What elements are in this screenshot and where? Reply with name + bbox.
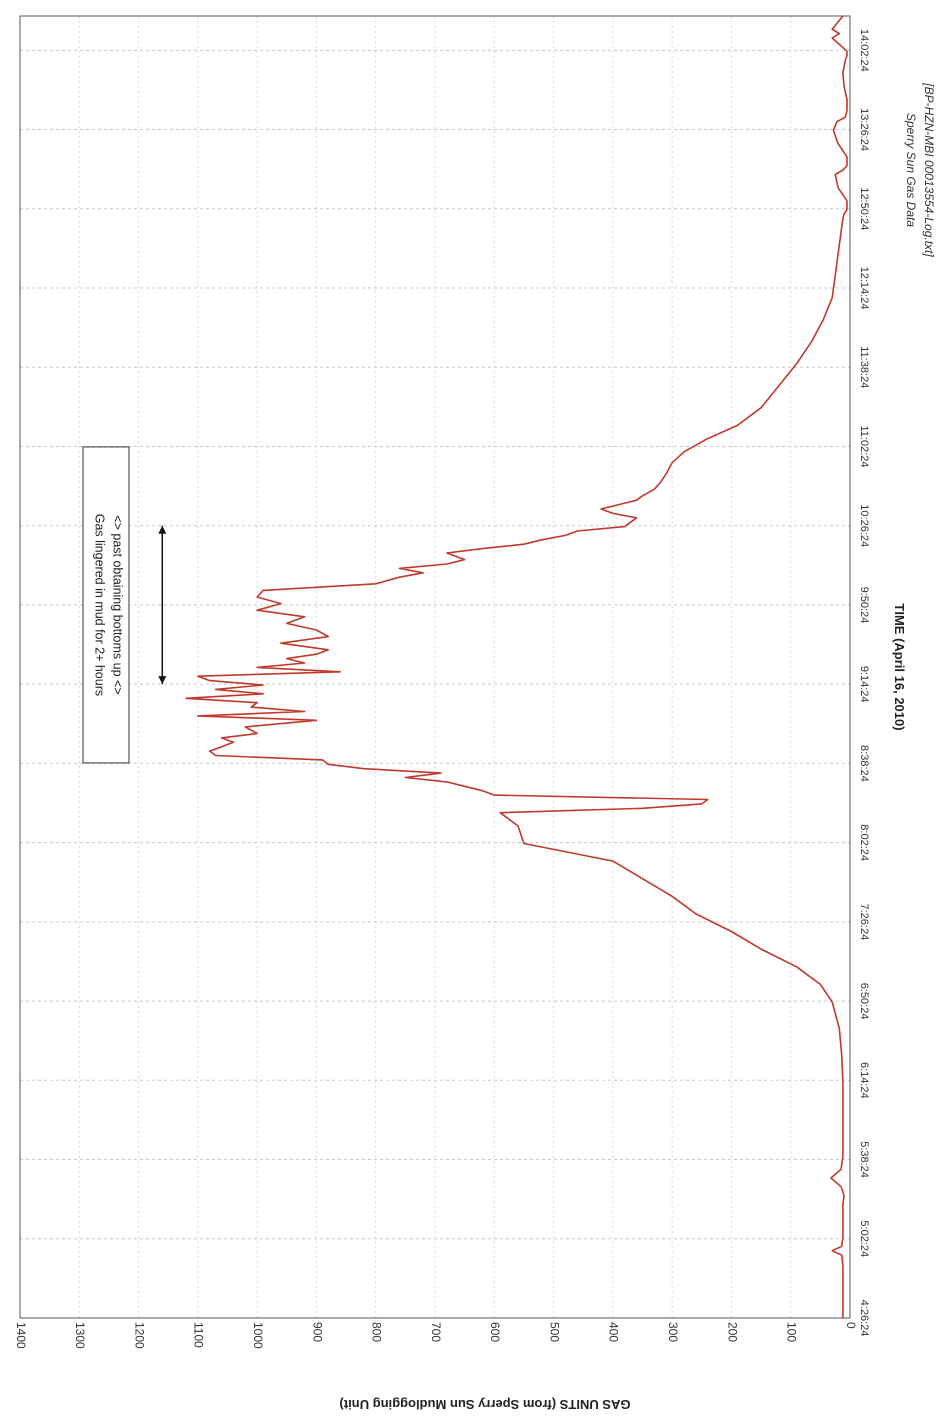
y-tick-label: 1200 xyxy=(132,1322,146,1349)
series xyxy=(185,15,848,1318)
annotation-arrowhead-top xyxy=(158,525,167,534)
x-tick-label: 9:50:24 xyxy=(858,587,870,624)
x-tick-label: 8:02:24 xyxy=(858,824,870,861)
grid xyxy=(19,16,851,1319)
x-tick-label: 12:14:24 xyxy=(858,267,870,310)
y-tick-label: 1400 xyxy=(14,1322,28,1349)
y-tick-label: 800 xyxy=(370,1322,384,1342)
y-tick-label: 600 xyxy=(488,1322,502,1342)
x-tick-label: 4:26:24 xyxy=(858,1300,870,1337)
x-tick-label: 6:50:24 xyxy=(858,983,870,1020)
y-tick-label: 500 xyxy=(547,1322,561,1342)
x-ticks: 4:26:24 5:02:24 5:38:24 6:14:24 6:50:24 7:26:… xyxy=(858,29,870,1336)
y-tick-label: 900 xyxy=(310,1322,324,1342)
x-tick-label: 5:02:24 xyxy=(858,1220,870,1257)
x-tick-label: 6:14:24 xyxy=(858,1062,870,1099)
y-tick-label: 400 xyxy=(607,1322,621,1342)
x-axis-label: TIME (April 16, 2010) xyxy=(892,603,907,730)
y-tick-label: 300 xyxy=(666,1322,680,1342)
y-tick-label: 1300 xyxy=(73,1322,87,1349)
x-tick-label: 14:02:24 xyxy=(858,29,870,72)
x-tick-label: 11:38:24 xyxy=(858,346,870,388)
annotation-arrowhead-bottom xyxy=(158,676,167,685)
x-tick-label: 12:50:24 xyxy=(858,187,870,230)
annotation-text-line: Gas lingered in mud for 2+ hours xyxy=(93,514,107,696)
annotation: Gas lingered in mud for 2+ hours <> past … xyxy=(82,446,167,764)
annotation-box xyxy=(82,446,130,764)
gas-units-line xyxy=(185,15,848,1318)
y-tick-label: 200 xyxy=(725,1322,739,1342)
y-tick-label: 1000 xyxy=(251,1322,265,1349)
y-tick-label: 100 xyxy=(785,1322,799,1342)
annotation-text-line: <> past obtaining bottoms up <> xyxy=(111,515,125,694)
y-tick-label: 700 xyxy=(429,1322,443,1342)
plot-frame xyxy=(19,15,851,1319)
x-tick-label: 7:26:24 xyxy=(858,904,870,941)
source-line-1: Sperry Sun Gas Data xyxy=(904,113,918,227)
x-tick-label: 8:38:24 xyxy=(858,745,870,782)
x-tick-label: 9:14:24 xyxy=(858,666,870,703)
source-line-2: [BP-HZN-MBI 00013554-Log.txt] xyxy=(922,82,936,257)
x-tick-label: 13:26:24 xyxy=(858,108,870,151)
x-tick-label: 11:02:24 xyxy=(858,425,870,467)
x-tick-label: 5:38:24 xyxy=(858,1141,870,1178)
y-ticks: 0 100 200 300 400 500 600 700 800 900 1000 1100 1200… xyxy=(14,1322,858,1349)
y-tick-label: 0 xyxy=(844,1322,858,1329)
y-tick-label: 1100 xyxy=(192,1322,206,1348)
y-axis-label: GAS UNITS (from Sperry Sun Mudlogging Un… xyxy=(339,1397,630,1412)
x-tick-label: 10:26:24 xyxy=(858,504,870,547)
